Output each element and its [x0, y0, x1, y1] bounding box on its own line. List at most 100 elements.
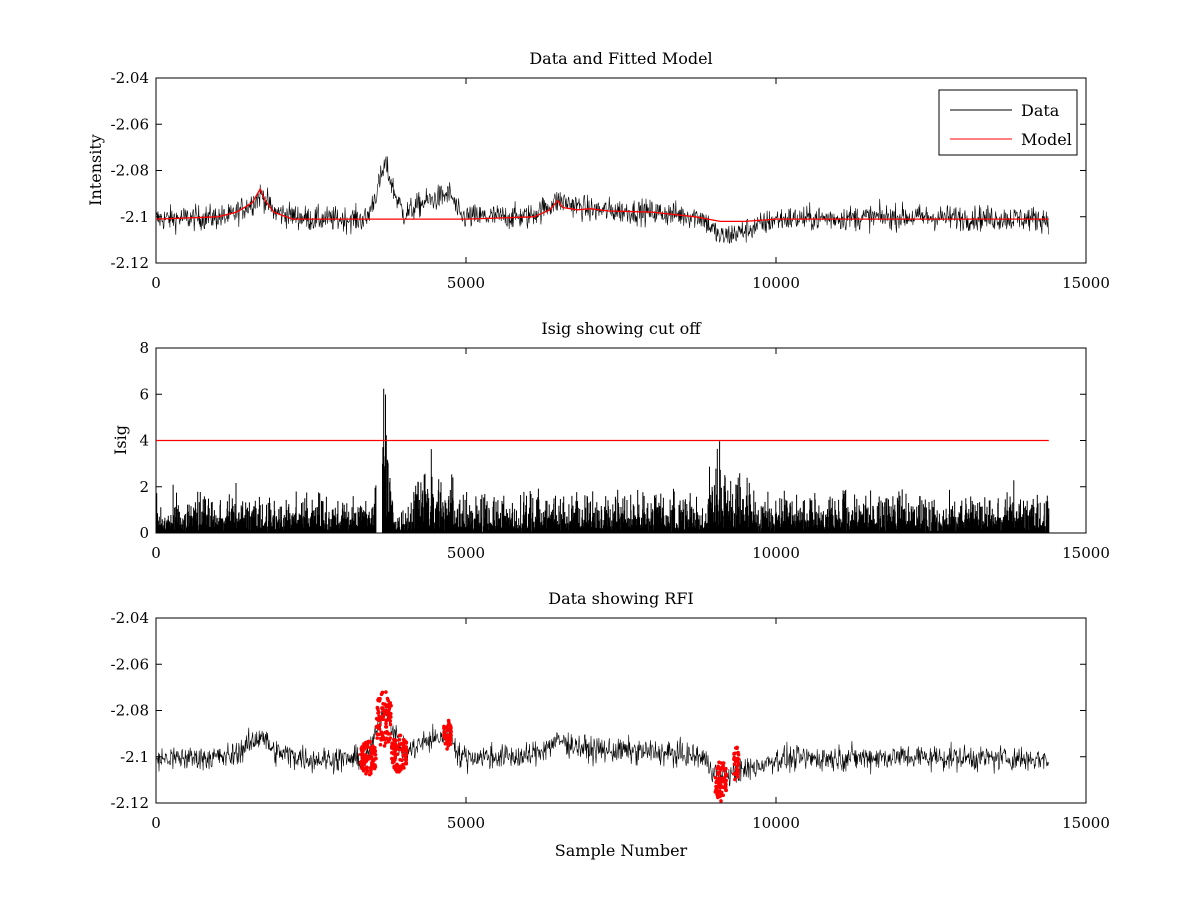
rfi-point	[377, 714, 381, 718]
rfi-point	[374, 756, 378, 761]
rfi-point	[375, 736, 380, 740]
rfi-point	[404, 748, 409, 752]
rfi-point	[392, 759, 396, 764]
rfi-point	[393, 756, 397, 761]
rfi-point	[388, 701, 393, 705]
rfi-point	[378, 742, 383, 747]
y-tick-label: -2.08	[111, 702, 149, 720]
rfi-marker-cluster	[359, 739, 378, 777]
rfi-point	[732, 752, 736, 756]
rfi-point	[370, 761, 374, 765]
rfi-point	[380, 690, 385, 695]
rfi-point	[447, 733, 451, 737]
rfi-point	[360, 763, 364, 768]
rfi-point	[379, 736, 383, 741]
rfi-point	[719, 799, 723, 803]
rfi-point	[368, 746, 373, 750]
panel-isig-showing-cut-off: Isig showing cut off Isig 0 5000 10000 1500…	[111, 319, 1110, 562]
y-tick-label: -2.06	[111, 655, 149, 673]
rfi-point	[377, 699, 382, 703]
rfi-point	[400, 758, 404, 762]
rfi-point	[724, 772, 729, 777]
y-tick-label: -2.1	[120, 208, 149, 226]
rfi-point	[383, 730, 387, 735]
rfi-point	[449, 729, 453, 734]
rfi-point	[720, 765, 724, 769]
rfi-point	[363, 757, 367, 762]
rfi-point	[393, 741, 398, 746]
x-tick-label: 15000	[1062, 544, 1110, 562]
rfi-point	[398, 743, 402, 747]
rfi-point	[723, 785, 728, 789]
rfi-point	[401, 745, 406, 749]
rfi-point	[381, 717, 385, 721]
rfi-point	[361, 766, 365, 771]
y-tick-label: -2.04	[111, 69, 149, 87]
rfi-point	[395, 752, 400, 756]
rfi-point	[397, 737, 402, 742]
rfi-point	[388, 722, 393, 727]
y-tick-label: -2.04	[111, 609, 149, 627]
chart-title: Data showing RFI	[548, 589, 693, 608]
y-axis-label: Intensity	[86, 134, 105, 206]
rfi-point	[717, 789, 722, 793]
rfi-point	[388, 719, 393, 723]
rfi-point	[376, 717, 381, 722]
rfi-point	[371, 744, 375, 748]
y-axis-label: Isig	[111, 425, 130, 455]
x-tick-label: 0	[151, 544, 161, 562]
rfi-point	[443, 741, 448, 746]
rfi-point	[442, 725, 447, 730]
y-tick-label: 2	[139, 478, 149, 496]
rfi-point	[717, 776, 721, 780]
rfi-point	[390, 751, 394, 755]
rfi-point	[446, 719, 451, 724]
rfi-point	[397, 733, 402, 738]
rfi-point	[404, 757, 408, 761]
legend: Data Model	[938, 89, 1078, 156]
x-tick-label: 15000	[1062, 814, 1110, 832]
rfi-point	[384, 736, 389, 741]
rfi-point	[383, 741, 388, 745]
series-isig-line	[155, 388, 1050, 533]
rfi-point	[736, 775, 740, 779]
rfi-point	[716, 764, 720, 769]
y-tick-label: -2.12	[111, 254, 149, 272]
rfi-point	[392, 751, 397, 755]
x-tick-label: 5000	[447, 814, 485, 832]
series-model-line	[155, 187, 1049, 223]
rfi-point	[384, 718, 389, 722]
axis-ticks: 0 5000 10000 15000 -2.12 -2.1 -2.08 -2.06 -2.04	[111, 69, 1110, 292]
rfi-point	[448, 741, 452, 745]
rfi-point	[390, 742, 395, 746]
rfi-point	[365, 765, 369, 770]
y-tick-label: 0	[139, 524, 149, 542]
rfi-point	[363, 753, 367, 758]
rfi-point	[369, 771, 373, 776]
rfi-point	[370, 757, 374, 761]
panel-data-and-fitted-model: Data and Fitted Model Intensity 0 5000 100…	[86, 49, 1110, 292]
y-tick-label: 4	[139, 432, 149, 450]
rfi-point	[403, 739, 407, 743]
rfi-point	[714, 780, 718, 785]
rfi-point	[384, 690, 388, 694]
rfi-point	[442, 730, 446, 734]
rfi-point	[402, 753, 407, 758]
rfi-point	[382, 712, 387, 716]
rfi-point	[359, 748, 364, 753]
rfi-point	[400, 750, 405, 754]
rfi-point	[384, 725, 389, 729]
rfi-point	[395, 766, 400, 770]
rfi-point	[736, 750, 740, 755]
rfi-marker-cluster	[713, 760, 729, 803]
rfi-point	[376, 711, 380, 715]
rfi-point	[382, 744, 387, 748]
legend-label-model: Model	[1021, 130, 1072, 149]
rfi-point	[445, 747, 449, 751]
x-tick-label: 10000	[752, 814, 800, 832]
rfi-point	[395, 762, 399, 767]
axes-box	[155, 617, 1087, 804]
rfi-point	[446, 723, 451, 728]
rfi-point	[445, 728, 449, 733]
rfi-point	[735, 764, 740, 768]
